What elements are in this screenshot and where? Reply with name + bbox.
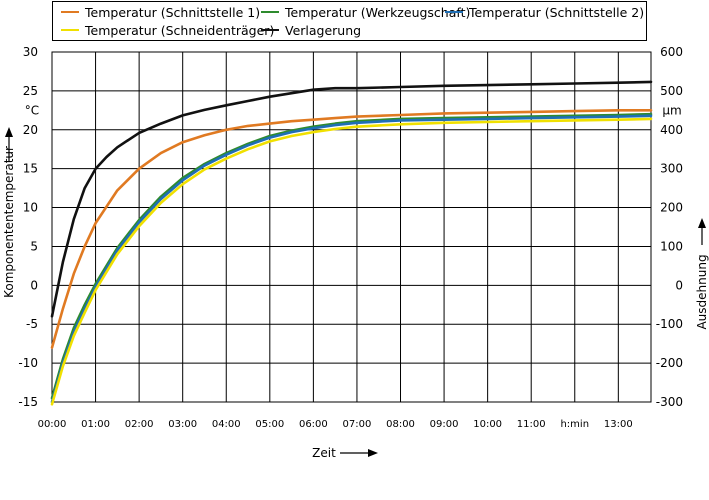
y-right-tick-label: 500 (660, 84, 683, 98)
x-tick-label: 03:00 (168, 419, 197, 430)
legend-item: Temperatur (Schnittstelle 2) (445, 4, 644, 20)
y-left-tick-label: 0 (30, 278, 38, 292)
legend-label: Verlagerung (285, 22, 362, 38)
y-left-tick-label: 5 (30, 239, 38, 253)
legend-label: Temperatur (Schnittstelle 1) (85, 4, 261, 20)
x-tick-label: 09:00 (430, 419, 459, 430)
left-unit-label: °C (25, 103, 39, 117)
y-right-tick-label: 0 (675, 278, 683, 292)
legend-label: Temperatur (Werkzeugschaft) (285, 4, 471, 20)
y-left-tick-label: 15 (23, 162, 38, 176)
legend-swatch (61, 29, 79, 31)
y-right-tick-label: -200 (656, 356, 683, 370)
y-left-tick-label: 30 (23, 45, 38, 59)
x-tick-label: 04:00 (212, 419, 241, 430)
legend-label: Temperatur (Schnittstelle 2) (469, 4, 645, 20)
legend-swatch (261, 11, 279, 13)
y-right-tick-label: -100 (656, 317, 683, 331)
x-tick-label: 10:00 (473, 419, 502, 430)
y-right-tick-label: -300 (656, 395, 683, 409)
legend: Temperatur (Schnittstelle 1) Temperatur (… (52, 1, 647, 41)
y-right-tick-label: 300 (660, 162, 683, 176)
x-tick-label: 07:00 (343, 419, 372, 430)
legend-item: Temperatur (Schneidenträger) (61, 22, 274, 38)
y-left-tick-label: -15 (18, 395, 38, 409)
legend-item: Temperatur (Schnittstelle 1) (61, 4, 260, 20)
x-tick-label: 06:00 (299, 419, 328, 430)
right-unit-label: µm (662, 103, 681, 117)
y-left-tick-label: -5 (26, 317, 38, 331)
legend-label: Temperatur (Schneidenträger) (85, 22, 275, 38)
y-right-tick-label: 200 (660, 201, 683, 215)
x-tick-label: 11:00 (517, 419, 546, 430)
y-left-axis-title: Komponententemperatur (2, 146, 16, 298)
y-left-tick-label: 20 (23, 123, 38, 137)
legend-item: Temperatur (Werkzeugschaft) (261, 4, 470, 20)
y-left-tick-label: -10 (18, 356, 38, 370)
y-right-axis-arrow-head (698, 218, 706, 228)
x-tick-label: h:min (560, 419, 589, 430)
series-line-2 (50, 114, 653, 404)
x-tick-label: 02:00 (125, 419, 154, 430)
x-tick-label: 05:00 (255, 419, 284, 430)
x-tick-label: 01:00 (81, 419, 110, 430)
y-right-tick-label: 600 (660, 45, 683, 59)
series-line-0 (50, 109, 653, 349)
x-axis-arrow-head (368, 449, 378, 457)
series-line-1 (50, 112, 653, 400)
legend-swatch (61, 11, 79, 13)
y-left-tick-label: 25 (23, 84, 38, 98)
x-tick-label: 13:00 (604, 419, 633, 430)
y-left-axis-arrow-head (5, 127, 13, 137)
x-tick-label: 08:00 (386, 419, 415, 430)
series-line-3 (50, 117, 653, 406)
y-right-tick-label: 100 (660, 239, 683, 253)
x-axis-title: Zeit (312, 446, 336, 460)
y-right-axis-title: Ausdehnung (695, 254, 709, 329)
legend-swatch (261, 29, 279, 31)
legend-swatch (445, 11, 463, 13)
plot-frame (51, 51, 652, 403)
y-left-tick-label: 10 (23, 201, 38, 215)
legend-item: Verlagerung (261, 22, 361, 38)
y-right-tick-label: 400 (660, 123, 683, 137)
x-tick-label: 00:00 (38, 419, 67, 430)
series-line-4 (50, 80, 653, 318)
